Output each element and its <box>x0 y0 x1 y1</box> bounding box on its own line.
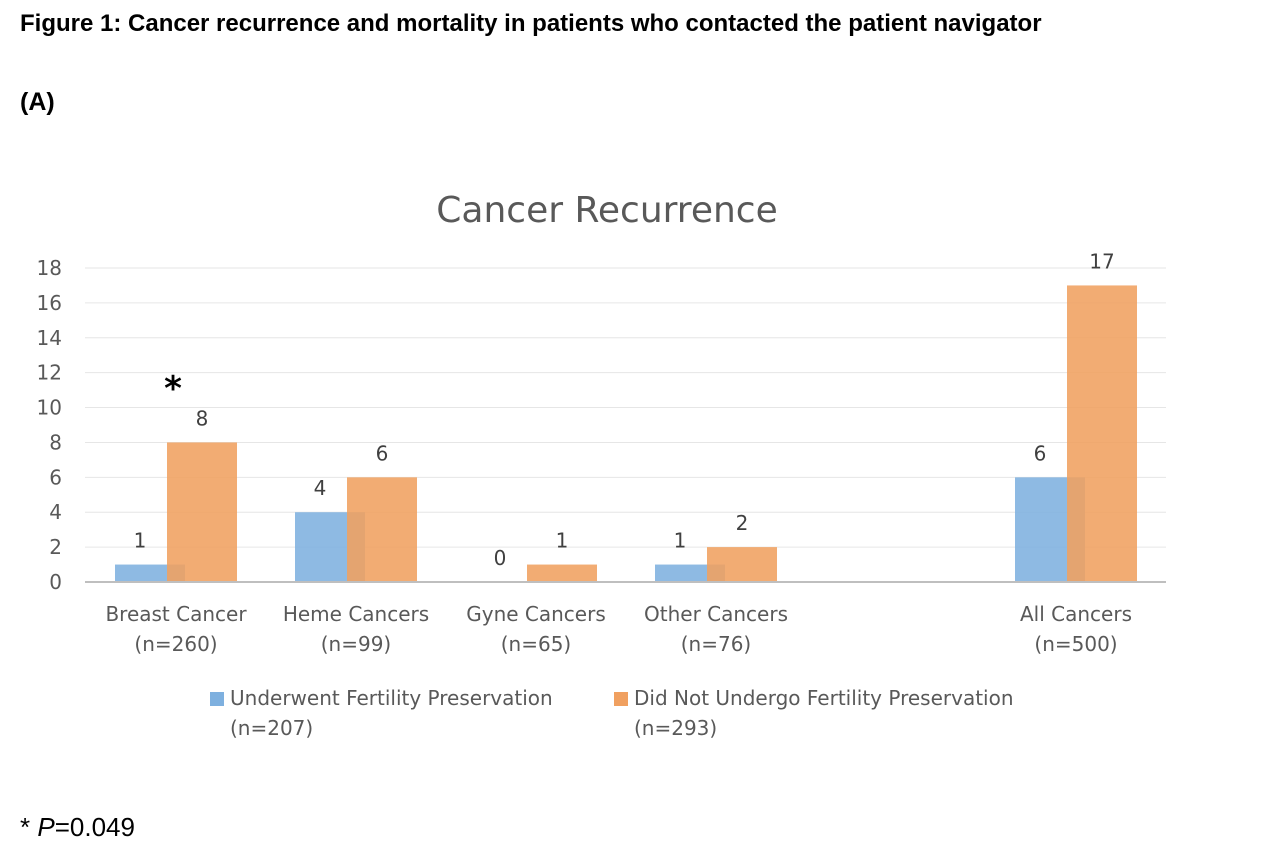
bar-did-not <box>707 547 777 582</box>
y-tick-label: 18 <box>37 256 62 280</box>
legend-label: Underwent Fertility Preservation <box>230 686 553 710</box>
data-label: 1 <box>674 529 687 553</box>
category-label: Heme Cancers <box>283 602 429 626</box>
category-count-label: (n=260) <box>134 632 217 656</box>
legend-swatch-did-not <box>614 692 628 706</box>
category-count-label: (n=76) <box>681 632 752 656</box>
legend-count: (n=293) <box>634 716 717 740</box>
data-label: 17 <box>1089 249 1114 273</box>
data-label: 2 <box>736 511 749 535</box>
category-label: Other Cancers <box>644 602 788 626</box>
data-label: 1 <box>556 529 569 553</box>
bar-did-not <box>1067 285 1137 582</box>
legend-label: Did Not Undergo Fertility Preservation <box>634 686 1014 710</box>
category-count-label: (n=500) <box>1034 632 1117 656</box>
y-tick-label: 12 <box>37 361 62 385</box>
y-tick-label: 4 <box>49 500 62 524</box>
data-label: 1 <box>134 529 147 553</box>
category-label: Breast Cancer <box>105 602 247 626</box>
data-label: 0 <box>494 546 507 570</box>
category-count-label: (n=65) <box>501 632 572 656</box>
figure-title: Figure 1: Cancer recurrence and mortalit… <box>20 10 1042 37</box>
footnote-value: =0.049 <box>54 812 135 842</box>
category-label: All Cancers <box>1020 602 1132 626</box>
category-label: Gyne Cancers <box>466 602 606 626</box>
y-tick-label: 6 <box>49 465 62 489</box>
bar-did-not <box>527 564 597 582</box>
recurrence-bar-chart: Cancer Recurrence02468101214161814016861… <box>37 190 1166 740</box>
y-tick-label: 2 <box>49 535 62 559</box>
legend-count: (n=207) <box>230 716 313 740</box>
y-tick-label: 8 <box>49 430 62 454</box>
category-count-label: (n=99) <box>321 632 392 656</box>
y-tick-label: 0 <box>49 570 62 594</box>
chart-title: Cancer Recurrence <box>436 190 777 231</box>
footnote-star: * <box>20 812 31 842</box>
significance-star: * <box>164 369 182 409</box>
y-tick-label: 10 <box>37 396 62 420</box>
bar-did-not <box>347 477 417 582</box>
data-label: 6 <box>1034 441 1047 465</box>
panel-label: (A) <box>20 88 55 116</box>
data-label: 4 <box>314 476 327 500</box>
y-tick-label: 16 <box>37 291 62 315</box>
legend-swatch-underwent <box>210 692 224 706</box>
bar-did-not <box>167 442 237 582</box>
footnote: * P=0.049 <box>20 812 135 843</box>
y-tick-label: 14 <box>37 326 62 350</box>
data-label: 8 <box>196 406 209 430</box>
data-label: 6 <box>376 441 389 465</box>
footnote-p: P <box>37 812 55 842</box>
